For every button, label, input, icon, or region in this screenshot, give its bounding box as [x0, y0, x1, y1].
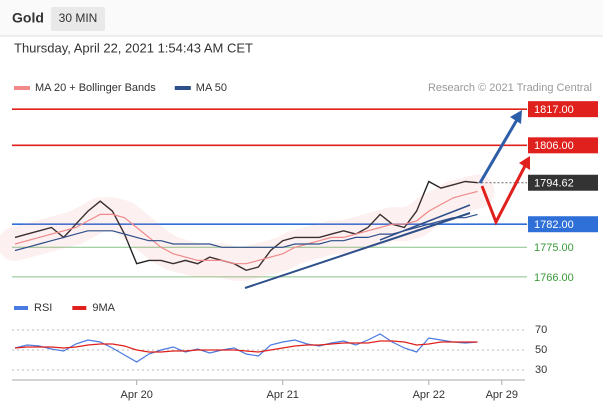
y-tick-label: 70: [535, 324, 547, 336]
level-label-box: [528, 137, 598, 154]
level-label: 1782.00: [534, 219, 574, 231]
series-line: [14, 190, 478, 265]
y-tick-label: 30: [535, 364, 547, 376]
arrow: [480, 163, 528, 226]
credit: Research © 2021 Trading Central: [428, 82, 592, 94]
level-label-box: [528, 101, 598, 118]
interval-label[interactable]: 30 MIN: [59, 11, 98, 25]
y-tick-label: 50: [535, 344, 547, 356]
series-line: [14, 180, 478, 272]
level-label: 1775.00: [534, 242, 574, 254]
plot: MA 20 + Bollinger Bands MA 50 1817.00 1806.…: [0, 82, 598, 401]
timestamp: Thursday, April 22, 2021 1:54:43 AM CET: [14, 40, 253, 55]
level-label: 1766.00: [534, 272, 574, 284]
x-tick-label: Apr 21: [267, 389, 299, 401]
arrow-head: [510, 110, 522, 124]
level-label-box: [528, 174, 598, 191]
series-line: [14, 340, 478, 353]
trend-line: [244, 212, 471, 289]
interval-tab[interactable]: [51, 7, 105, 31]
legend-label: MA 20 + Bollinger Bands: [35, 82, 156, 94]
band: [0, 174, 495, 281]
legend-swatch: [174, 86, 191, 90]
legend-label: RSI: [34, 302, 52, 314]
trend-line: [379, 204, 471, 241]
level-label: 1817.00: [534, 104, 574, 116]
legend-swatch: [72, 306, 87, 310]
arrow: [478, 117, 520, 184]
level-label: 1794.62: [534, 178, 574, 190]
arrow-head: [519, 156, 530, 170]
series-line: [14, 333, 478, 363]
legend-swatch: [14, 86, 30, 90]
x-tick-label: Apr 20: [120, 389, 152, 401]
x-tick-label: Apr 22: [413, 389, 445, 401]
level-label: 1806.00: [534, 140, 574, 152]
legend-label: 9MA: [92, 302, 115, 314]
level-label-box: [528, 216, 598, 233]
legend-swatch: [14, 306, 28, 310]
instrument-title: Gold: [12, 10, 44, 26]
x-tick-label: Apr 29: [486, 389, 518, 401]
legend-label: MA 50: [196, 82, 227, 94]
